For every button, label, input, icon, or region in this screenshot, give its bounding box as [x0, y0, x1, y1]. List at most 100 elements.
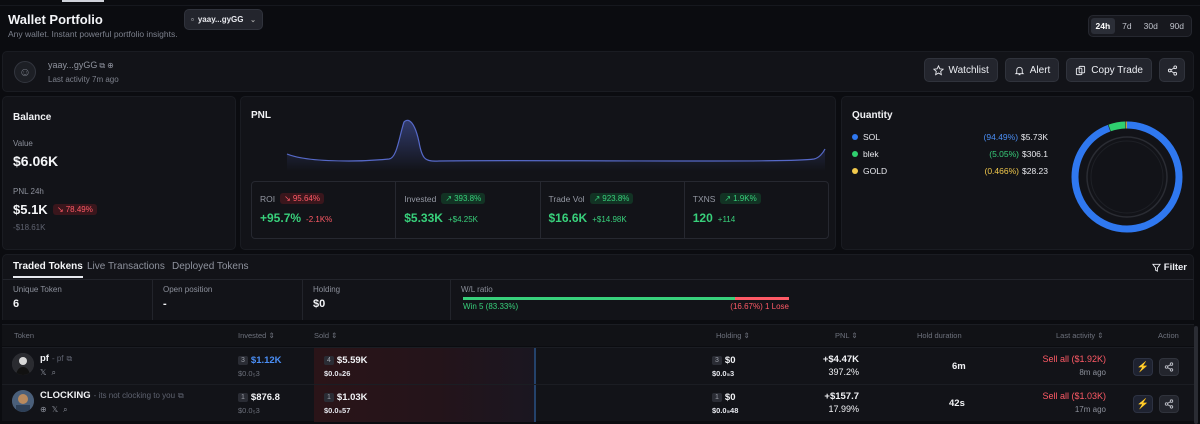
timeframe-7d[interactable]: 7d [1122, 21, 1132, 31]
timeframe-90d[interactable]: 90d [1169, 21, 1184, 31]
col-invested[interactable]: Invested ⇕ [238, 331, 275, 340]
pnl-24h-change: 78.49% [65, 205, 93, 214]
sold-highlight [314, 385, 536, 422]
quantity-row-gold: GOLD (0.466%) $28.23 [852, 166, 1048, 176]
last-activity-time: 8m ago [1079, 368, 1106, 377]
timeframe-24h[interactable]: 24h [1090, 18, 1116, 34]
metric-trade-vol-badge: ↗ 923.8% [589, 193, 634, 204]
summary-unique-token: Unique Token 6 [3, 280, 153, 320]
metric-invested: Invested ↗ 393.8% $5.33K +$4.25K [396, 182, 541, 238]
watchlist-button[interactable]: Watchlist [923, 58, 998, 82]
wallet-icon: ▫ [191, 15, 194, 24]
value-label: Value [13, 139, 33, 148]
col-holding[interactable]: Holding ⇕ [716, 331, 750, 340]
search-icon[interactable]: ⌕ [63, 405, 68, 414]
sold-highlight-edge [534, 348, 536, 385]
metric-txns: TXNS ↗ 1.9K% 120 +114 [685, 182, 828, 238]
sold-highlight [314, 348, 536, 385]
token-avatar [12, 353, 34, 375]
pnl-line [286, 119, 826, 162]
metric-txns-change: +114 [717, 215, 736, 224]
token-avatar-image [12, 390, 34, 412]
wallet-selector[interactable]: ▫ yaay...gyGG ⌄ [184, 9, 263, 30]
metric-roi-label: ROI [260, 193, 276, 204]
search-icon[interactable]: ⌕ [51, 368, 56, 377]
copy-icon [1076, 65, 1086, 75]
summary-wl-ratio: W/L ratio [451, 280, 1193, 320]
sort-icon: ⇕ [743, 331, 750, 340]
quantity-sol-value: $5.73K [1021, 132, 1048, 142]
holding-price: $0.0₅3 [712, 369, 735, 378]
holding-value: $0 [724, 355, 736, 366]
filter-icon [1151, 263, 1161, 272]
wl-ratio-label: W/L ratio [461, 285, 493, 294]
arrow-down-icon: ↘ [284, 194, 291, 203]
share-icon [1167, 64, 1177, 76]
wallet-name-text: yaay...gyGG [48, 60, 98, 70]
col-invested-label: Invested [238, 331, 267, 340]
quantity-blek-name: blek [863, 149, 879, 159]
quick-buy-button[interactable]: ⚡ [1133, 395, 1153, 413]
table-row[interactable]: pf - pf ⧉ 𝕏 ⌕ 3 $1.12K $0.0₅3 4 $5.59K $0.0₅2… [2, 347, 1194, 385]
pnl-value: +$4.47K [822, 354, 859, 365]
last-activity-action: Sell all ($1.92K) [1042, 354, 1106, 364]
quantity-card: Quantity SOL (94.49%) $5.73K blek (5.05%… [841, 96, 1194, 250]
row-share-button[interactable] [1159, 358, 1179, 376]
quantity-gold-value: $28.23 [1022, 166, 1048, 176]
sold-cell: 4 $5.59K $0.0₅26 [324, 354, 368, 378]
holding-price: $0.0₅48 [712, 406, 739, 415]
copy-icon[interactable]: ⧉ [66, 354, 73, 363]
globe-icon[interactable]: ⊕ [40, 405, 47, 414]
col-sold[interactable]: Sold ⇕ [314, 331, 337, 340]
col-pnl[interactable]: PNL ⇕ [835, 331, 858, 340]
table-row[interactable]: CLOCKING - its not clocking to you ⧉ ⊕ 𝕏 ⌕ 1… [2, 384, 1194, 422]
balance-card: Balance Value $6.06K PNL 24h $5.1K ↘ 78.4… [2, 96, 236, 250]
col-last-activity[interactable]: Last activity ⇕ [1056, 331, 1104, 340]
chevron-down-icon: ⌄ [250, 16, 256, 24]
last-activity-time: 17m ago [1074, 405, 1106, 414]
timeframe-30d[interactable]: 30d [1143, 21, 1158, 31]
filter-button[interactable]: Filter [1151, 262, 1187, 273]
alert-label: Alert [1029, 64, 1051, 76]
wl-lose-text: (16.67%) 1 Lose [730, 302, 789, 311]
row-share-button[interactable] [1159, 395, 1179, 413]
metric-invested-value: $5.33K [404, 211, 443, 225]
invested-cell: 1 $876.8 $0.0₅3 [238, 391, 280, 415]
pnl-cell: +$157.7 17.99% [802, 391, 859, 414]
balance-title: Balance [13, 112, 52, 123]
token-name[interactable]: CLOCKING - its not clocking to you ⧉ [40, 390, 184, 401]
wallet-profile-bar: ☺ yaay...gyGG ⧉ ⊕ Last activity 7m ago Wat… [2, 51, 1194, 92]
metric-txns-label: TXNS [692, 193, 716, 204]
tab-traded-tokens[interactable]: Traded Tokens [13, 261, 83, 278]
share-button[interactable] [1159, 58, 1185, 82]
token-symbol: pf [40, 353, 49, 364]
copy-icon[interactable]: ⧉ [178, 391, 184, 400]
token-name[interactable]: pf - pf ⧉ [40, 353, 72, 364]
metric-roi-badge-value: 95.64% [292, 194, 320, 203]
link-icon[interactable]: ⊕ [107, 61, 114, 70]
tab-live-transactions[interactable]: Live Transactions [87, 261, 165, 272]
x-icon[interactable]: 𝕏 [51, 405, 59, 414]
quick-buy-button[interactable]: ⚡ [1133, 358, 1153, 376]
arrow-up-icon: ↗ [445, 194, 453, 203]
sort-icon: ⇕ [851, 331, 858, 340]
table-scrollbar[interactable] [1194, 326, 1198, 424]
hold-duration: 42s [949, 398, 965, 409]
col-pnl-label: PNL [835, 331, 850, 340]
pnl-title: PNL [251, 110, 271, 121]
sold-highlight-edge [534, 385, 536, 422]
metric-invested-change: +$4.25K [447, 215, 478, 224]
pnl-24h-change-badge: ↘ 78.49% [53, 204, 97, 215]
sold-count: 1 [324, 393, 334, 402]
x-icon[interactable]: 𝕏 [40, 368, 47, 377]
copy-icon[interactable]: ⧉ [99, 61, 106, 70]
hold-duration: 6m [952, 361, 966, 372]
copy-trade-button[interactable]: Copy Trade [1066, 58, 1152, 82]
bell-icon [1014, 66, 1025, 75]
alert-button[interactable]: Alert [1004, 58, 1060, 82]
tab-deployed-tokens[interactable]: Deployed Tokens [172, 261, 249, 272]
sort-icon: ⇕ [268, 331, 275, 340]
metric-roi-value: +95.7% [260, 211, 302, 225]
timeframe-selector: 24h 7d 30d 90d [1087, 15, 1192, 37]
token-avatar [12, 390, 34, 412]
